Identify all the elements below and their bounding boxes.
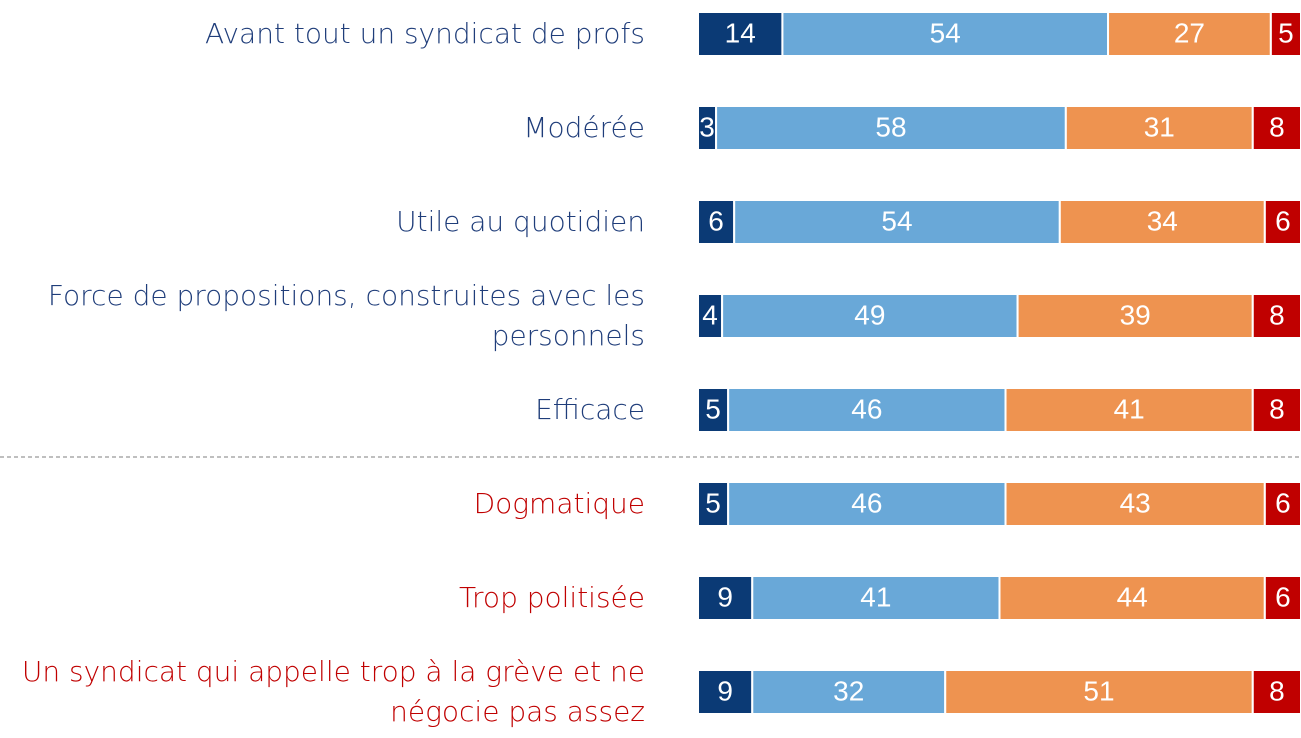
bar-segment xyxy=(697,575,754,621)
bar-segment xyxy=(721,293,1019,339)
value-label: 43 xyxy=(1120,487,1151,518)
bar-segment xyxy=(697,199,736,245)
value-label: 14 xyxy=(725,17,756,48)
category-label-box: Dogmatique xyxy=(0,458,645,550)
value-label: 44 xyxy=(1117,581,1148,612)
value-label: 6 xyxy=(1275,487,1291,518)
bar-segment xyxy=(1251,105,1301,151)
value-label: 9 xyxy=(717,581,733,612)
value-label: 6 xyxy=(1275,205,1291,236)
bar-segment xyxy=(998,575,1266,621)
value-label: 54 xyxy=(881,205,912,236)
bar-segment xyxy=(1263,199,1301,245)
value-label: 41 xyxy=(1114,393,1145,424)
bar-segment xyxy=(1251,387,1301,433)
category-label: Efficace xyxy=(535,393,645,426)
value-label: 8 xyxy=(1269,111,1285,142)
value-label: 41 xyxy=(860,581,891,612)
bar-segment xyxy=(697,481,730,527)
bar-segment xyxy=(1004,481,1266,527)
category-label: Modérée xyxy=(523,111,645,144)
bar-segment xyxy=(1263,481,1301,527)
bar-segment xyxy=(751,575,1001,621)
category-label-box: Utile au quotidien xyxy=(0,176,645,268)
bar-segment xyxy=(1058,199,1266,245)
value-label: 51 xyxy=(1083,675,1114,706)
category-label-box: Efficace xyxy=(0,364,645,456)
value-label: 54 xyxy=(930,17,961,48)
bar-segment xyxy=(727,481,1007,527)
category-label: Dogmatique xyxy=(473,487,645,520)
bar-segment xyxy=(944,669,1254,715)
value-label: 6 xyxy=(708,205,724,236)
value-label: 58 xyxy=(875,111,906,142)
category-label: Trop politisée xyxy=(459,581,645,614)
value-label: 5 xyxy=(705,393,721,424)
bar-segment xyxy=(751,669,947,715)
value-label: 34 xyxy=(1147,205,1178,236)
value-label: 5 xyxy=(1278,17,1294,48)
value-label: 4 xyxy=(702,299,718,330)
category-label-box: Force de propositions, construites avec … xyxy=(0,270,645,362)
value-label: 3 xyxy=(699,111,715,142)
value-label: 6 xyxy=(1275,581,1291,612)
value-label: 8 xyxy=(1269,299,1285,330)
bar-segment xyxy=(697,387,730,433)
bar-segment xyxy=(1251,669,1301,715)
category-label-box: Avant tout un syndicat de profs xyxy=(0,0,645,80)
value-label: 27 xyxy=(1174,17,1205,48)
value-label: 8 xyxy=(1269,393,1285,424)
bar-segment xyxy=(715,105,1067,151)
value-label: 8 xyxy=(1269,675,1285,706)
bar-segment xyxy=(697,293,724,339)
category-label: Force de propositions, construites avec … xyxy=(47,279,645,352)
value-label: 9 xyxy=(717,675,733,706)
bar-segment xyxy=(733,199,1061,245)
value-label: 46 xyxy=(851,487,882,518)
category-label-box: Un syndicat qui appelle trop à la grève … xyxy=(0,646,645,738)
value-label: 39 xyxy=(1120,299,1151,330)
bar-segment xyxy=(1016,293,1254,339)
category-label: Utile au quotidien xyxy=(396,205,645,238)
value-label: 49 xyxy=(854,299,885,330)
category-label-box: Trop politisée xyxy=(0,552,645,644)
value-label: 46 xyxy=(851,393,882,424)
value-label: 32 xyxy=(833,675,864,706)
category-label-box: Modérée xyxy=(0,82,645,174)
bar-segment xyxy=(1251,293,1301,339)
category-label: Un syndicat qui appelle trop à la grève … xyxy=(21,655,645,728)
category-label: Avant tout un syndicat de profs xyxy=(204,17,645,50)
bar-segment xyxy=(727,387,1007,433)
bar-segment xyxy=(1269,11,1301,57)
bar-segment xyxy=(1263,575,1301,621)
value-label: 5 xyxy=(705,487,721,518)
value-label: 31 xyxy=(1144,111,1175,142)
